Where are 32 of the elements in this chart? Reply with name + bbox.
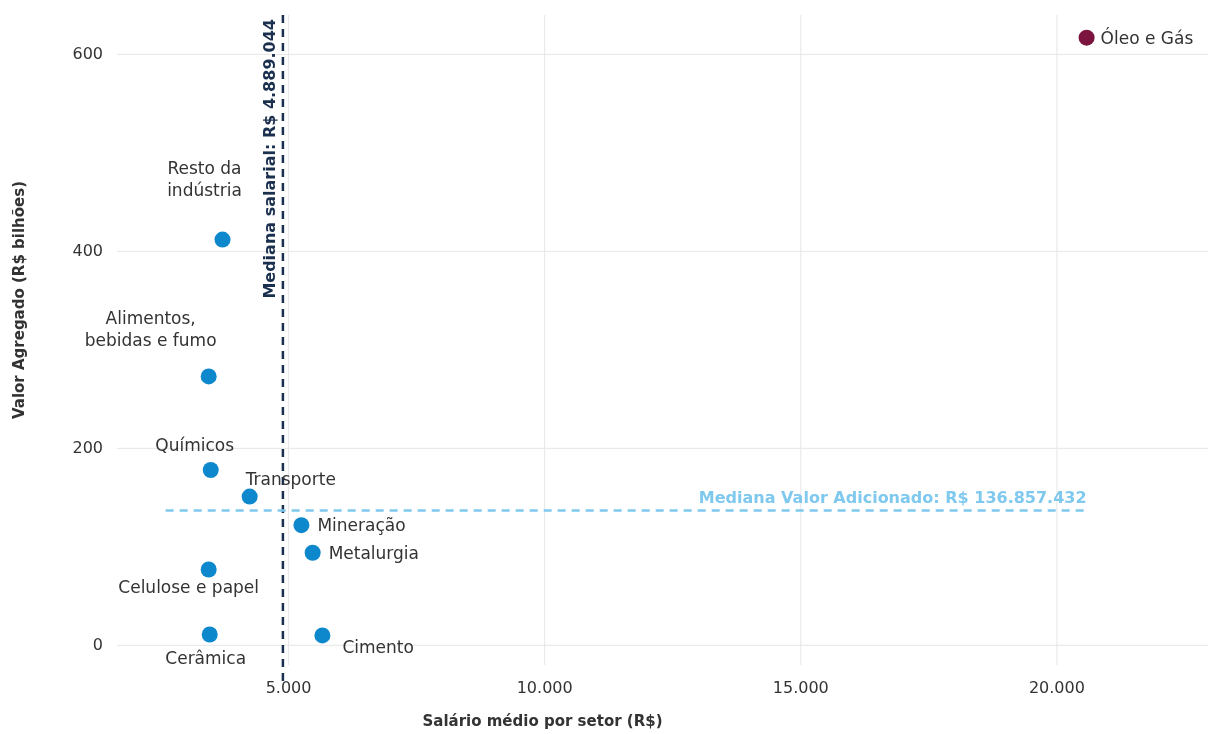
ref-line-label: Mediana salarial: R$ 4.889.044 <box>259 19 279 299</box>
x-tick-label: 5.000 <box>265 678 312 697</box>
point <box>201 626 218 643</box>
point <box>304 544 321 561</box>
annotation: Metalurgia <box>328 542 420 563</box>
annotation: Cimento <box>342 637 414 658</box>
point <box>214 231 231 248</box>
x-tick-label: 15.000 <box>772 678 829 697</box>
annotation: Cerâmica <box>165 648 247 669</box>
y-tick-label: 600 <box>72 44 103 64</box>
x-tick-label: 20.000 <box>1028 678 1085 697</box>
annotation: Mineração <box>317 515 406 536</box>
point <box>200 368 217 385</box>
x-tick-label: 10.000 <box>516 678 573 697</box>
point <box>1078 29 1095 46</box>
point <box>202 462 219 478</box>
y-tick-label: 200 <box>72 438 103 458</box>
annotation: Resto da indústria <box>167 157 242 200</box>
y-tick-label: 400 <box>72 241 103 261</box>
annotation: Químicos <box>155 435 235 455</box>
x-axis-title: Salário médio por setor (R$) <box>422 712 663 730</box>
y-tick-label: 0 <box>92 635 103 655</box>
point <box>293 517 310 534</box>
annotation: Transporte <box>244 468 336 489</box>
point <box>314 627 331 644</box>
annotation: Óleo e Gás <box>1100 26 1194 48</box>
ref-line-label: Mediana Valor Adicionado: R$ 136.857.432 <box>698 487 1087 507</box>
point <box>200 561 217 578</box>
annotation: Alimentos, bebidas e fumo <box>84 308 217 351</box>
annotation: Celulose e papel <box>118 577 260 598</box>
y-axis-title: Valor Agregado (R$ bilhões) <box>10 180 28 420</box>
point <box>241 488 258 505</box>
